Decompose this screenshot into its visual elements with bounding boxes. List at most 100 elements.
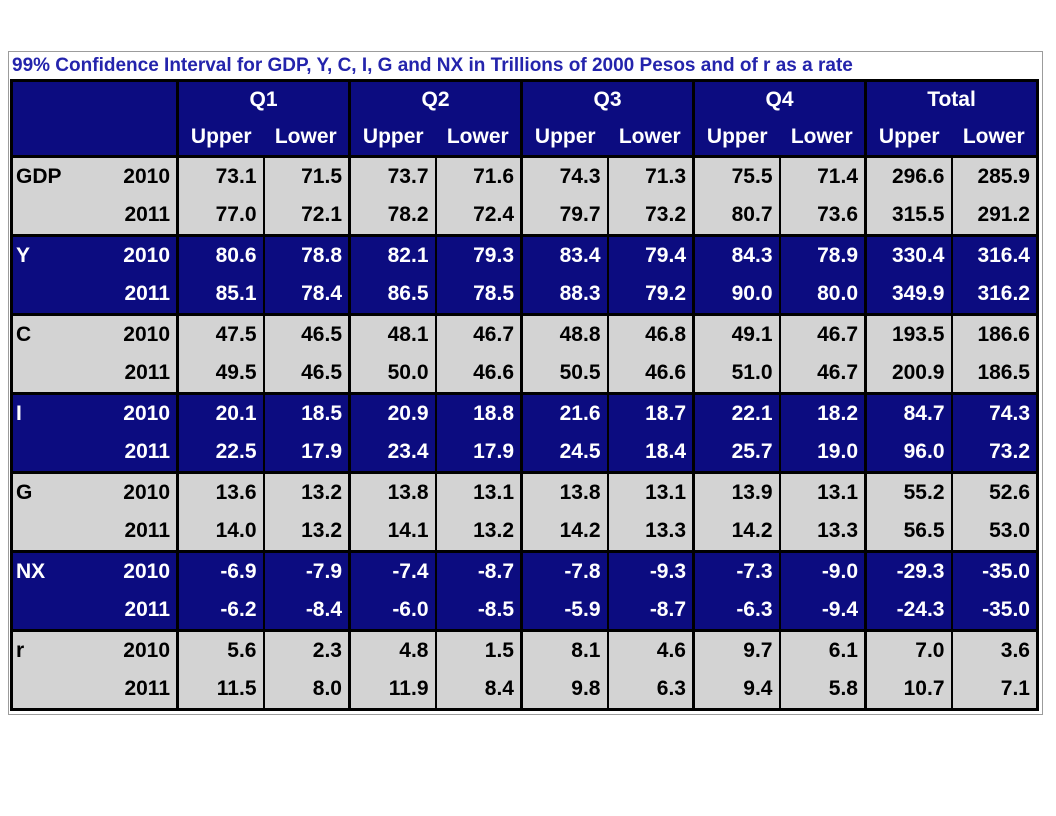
year-label: 2011 (124, 361, 170, 384)
row-label-cell: 2011 (11, 354, 178, 394)
col-subheader-total-upper: Upper (864, 118, 952, 157)
col-subheader-q3-upper: Upper (520, 118, 608, 157)
year-label: 2011 (124, 677, 170, 700)
value-cell: 48.8 (520, 313, 608, 354)
value-cell: 13.1 (606, 471, 694, 512)
value-cell: -24.3 (864, 591, 952, 631)
value-cell: 13.9 (692, 471, 780, 512)
value-cell: 13.2 (262, 512, 350, 552)
value-cell: 22.1 (692, 392, 780, 433)
value-cell: 291.2 (950, 196, 1038, 236)
value-cell: 21.6 (520, 392, 608, 433)
value-cell: 14.2 (520, 512, 608, 552)
value-cell: 186.5 (950, 354, 1038, 394)
value-cell: 72.4 (434, 196, 522, 236)
value-cell: 84.7 (864, 392, 952, 433)
value-cell: 73.1 (176, 155, 264, 196)
value-cell: 50.5 (520, 354, 608, 394)
row-label-cell: 2011 (11, 591, 178, 631)
value-cell: 46.7 (778, 354, 866, 394)
value-cell: 9.7 (692, 629, 780, 670)
value-cell: 13.8 (348, 471, 436, 512)
value-cell: 18.2 (778, 392, 866, 433)
value-cell: 9.4 (692, 670, 780, 710)
table-row-nx-2010: NX 2010 -6.9 -7.9 -7.4 -8.7 -7.8 -9.3 -7.3 -9.0 -2… (11, 550, 1038, 591)
value-cell: 18.4 (606, 433, 694, 473)
col-subheader-q2-upper: Upper (348, 118, 436, 157)
col-subheader-q4-upper: Upper (692, 118, 780, 157)
value-cell: 22.5 (176, 433, 264, 473)
variable-label: Y (16, 244, 31, 267)
value-cell: -9.4 (778, 591, 866, 631)
value-cell: 18.7 (606, 392, 694, 433)
value-cell: 19.0 (778, 433, 866, 473)
row-label-cell: 2011 (11, 512, 178, 552)
value-cell: 349.9 (864, 275, 952, 315)
value-cell: -8.4 (262, 591, 350, 631)
value-cell: -6.3 (692, 591, 780, 631)
value-cell: -8.5 (434, 591, 522, 631)
value-cell: 46.8 (606, 313, 694, 354)
value-cell: 46.6 (434, 354, 522, 394)
value-cell: 11.5 (176, 670, 264, 710)
value-cell: 13.2 (262, 471, 350, 512)
value-cell: 186.6 (950, 313, 1038, 354)
header-sub-row: Upper Lower Upper Lower Upper Lower Upper Lower… (12, 118, 1038, 157)
value-cell: 77.0 (176, 196, 264, 236)
value-cell: -5.9 (520, 591, 608, 631)
value-cell: -6.0 (348, 591, 436, 631)
value-cell: 88.3 (520, 275, 608, 315)
value-cell: 8.0 (262, 670, 350, 710)
variable-label: G (16, 481, 33, 504)
value-cell: 73.2 (950, 433, 1038, 473)
value-cell: 8.1 (520, 629, 608, 670)
row-label-cell: C 2010 (11, 313, 178, 354)
value-cell: -6.2 (176, 591, 264, 631)
value-cell: 49.5 (176, 354, 264, 394)
year-label: 2011 (124, 282, 170, 305)
row-label-cell: GDP 2010 (11, 155, 178, 196)
value-cell: 13.1 (778, 471, 866, 512)
value-cell: 83.4 (520, 234, 608, 275)
value-cell: 51.0 (692, 354, 780, 394)
table-row-c-2011: 2011 49.5 46.5 50.0 46.6 50.5 46.6 51.0 46.7 200.… (11, 354, 1038, 394)
value-cell: 80.6 (176, 234, 264, 275)
table-row-r-2010: r 2010 5.6 2.3 4.8 1.5 8.1 4.6 9.7 6.1 7.0 3.6 (11, 629, 1038, 670)
value-cell: 18.5 (262, 392, 350, 433)
year-label: 2010 (123, 560, 170, 583)
col-subheader-q1-lower: Lower (263, 118, 350, 157)
year-label: 2011 (124, 440, 170, 463)
value-cell: 7.0 (864, 629, 952, 670)
col-subheader-q4-lower: Lower (779, 118, 866, 157)
year-label: 2010 (123, 165, 170, 188)
table-row-y-2010: Y 2010 80.6 78.8 82.1 79.3 83.4 79.4 84.3 78.9 330… (11, 234, 1038, 275)
value-cell: 78.2 (348, 196, 436, 236)
confidence-interval-table: Q1 Q2 Q3 Q4 Total Upper Lower Upper Lower Upper Lo… (10, 79, 1039, 711)
row-label-cell: 2011 (11, 196, 178, 236)
table-row-gdp-2011: 2011 77.0 72.1 78.2 72.4 79.7 73.2 80.7 73.6 315.… (11, 196, 1038, 236)
year-label: 2011 (124, 203, 170, 226)
col-group-header-q4: Q4 (692, 80, 866, 118)
value-cell: 46.7 (434, 313, 522, 354)
value-cell: 23.4 (348, 433, 436, 473)
value-cell: 11.9 (348, 670, 436, 710)
value-cell: 48.1 (348, 313, 436, 354)
value-cell: 90.0 (692, 275, 780, 315)
year-label: 2011 (124, 519, 170, 542)
value-cell: 3.6 (950, 629, 1038, 670)
value-cell: 52.6 (950, 471, 1038, 512)
row-label-cell: r 2010 (11, 629, 178, 670)
year-label: 2011 (124, 598, 170, 621)
value-cell: 8.4 (434, 670, 522, 710)
value-cell: 78.8 (262, 234, 350, 275)
value-cell: 25.7 (692, 433, 780, 473)
table-row-c-2010: C 2010 47.5 46.5 48.1 46.7 48.8 46.8 49.1 46.7 193… (11, 313, 1038, 354)
value-cell: 53.0 (950, 512, 1038, 552)
value-cell: 200.9 (864, 354, 952, 394)
value-cell: -29.3 (864, 550, 952, 591)
value-cell: 13.3 (778, 512, 866, 552)
value-cell: 46.5 (262, 354, 350, 394)
value-cell: 7.1 (950, 670, 1038, 710)
table-row-i-2011: 2011 22.5 17.9 23.4 17.9 24.5 18.4 25.7 19.0 96.0… (11, 433, 1038, 473)
